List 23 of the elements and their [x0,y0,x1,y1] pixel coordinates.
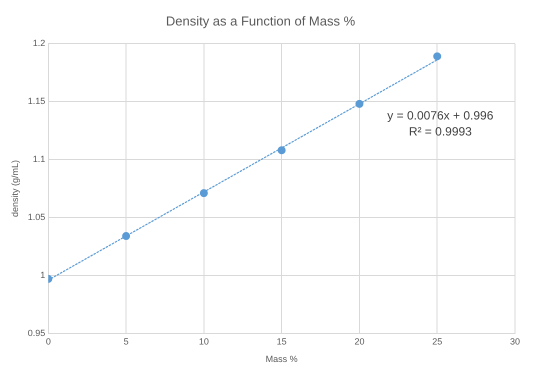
x-tick-label: 10 [198,336,209,346]
chart-title: Density as a Function of Mass % [166,13,356,28]
point [200,189,208,198]
x-tick-label: 5 [124,336,129,346]
x-tick-label: 25 [432,336,442,346]
x-axis-title: Mass % [266,354,298,364]
y-tick-label: 1.1 [32,154,46,164]
point [433,52,442,60]
y-tick-label: 1.05 [28,212,46,222]
annotation: y = 0.0076x + 0.996 [387,108,494,122]
y-tick-label: 1.2 [32,38,46,48]
annotation: R² = 0.9993 [408,124,472,138]
point [122,232,130,240]
x-tick-label: 30 [510,336,520,346]
point [355,100,364,108]
y-tick-label: 0.95 [28,328,46,338]
x-tick-label: 15 [276,336,287,346]
y-tick-label: 1.15 [28,96,46,106]
y-axis-title: density (g/mL) [10,160,20,218]
point [278,146,286,154]
x-tick-label: 0 [46,336,51,346]
x-tick-label: 20 [354,336,364,346]
y-tick-label: 1 [40,270,46,280]
